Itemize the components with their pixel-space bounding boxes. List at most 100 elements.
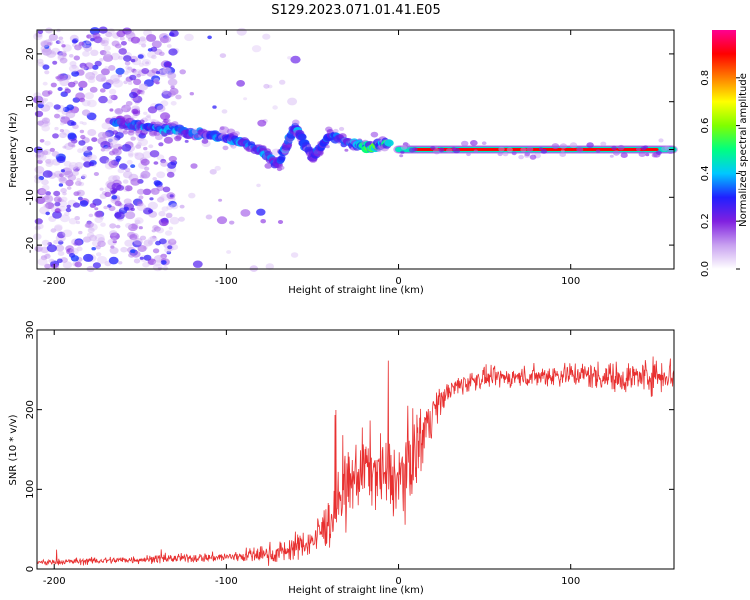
spectrogram-point bbox=[98, 95, 108, 104]
spectrogram-point bbox=[52, 60, 58, 65]
spectrogram-point bbox=[139, 36, 146, 42]
spectrogram-point bbox=[59, 129, 64, 133]
spectrogram-point bbox=[44, 140, 51, 146]
spectrogram-point bbox=[89, 203, 97, 208]
spectrogram-point bbox=[518, 154, 524, 160]
x-tick-label: -100 bbox=[215, 276, 238, 287]
spectrogram-point bbox=[399, 154, 404, 158]
spectrogram-point bbox=[158, 195, 165, 201]
spectrogram-point bbox=[134, 152, 139, 156]
spectrogram-point bbox=[87, 227, 95, 233]
spectrogram-point bbox=[42, 170, 53, 178]
spectrogram-point bbox=[82, 50, 90, 57]
spectrogram-point bbox=[112, 78, 120, 84]
spectrogram-point bbox=[111, 237, 117, 242]
spectrogram-point bbox=[53, 239, 59, 245]
spectrogram-point bbox=[149, 197, 154, 201]
spectrogram-point bbox=[138, 62, 144, 67]
spectrogram-point bbox=[559, 152, 566, 157]
spectrogram-point bbox=[155, 71, 160, 75]
spectrogram-point bbox=[42, 64, 50, 70]
spectrogram-point bbox=[158, 210, 166, 217]
spectrogram-point bbox=[538, 147, 543, 151]
spectrogram-point bbox=[114, 200, 122, 207]
spectrogram-point bbox=[540, 149, 548, 154]
spectrogram-point bbox=[278, 154, 286, 161]
spectrogram-point bbox=[497, 152, 503, 157]
spectrogram-point bbox=[620, 152, 628, 158]
snr-y-axis: 0 100 200 300 bbox=[25, 320, 674, 572]
spectrogram-point bbox=[256, 183, 261, 188]
spectrogram-point bbox=[62, 129, 71, 136]
spectrogram-point bbox=[207, 35, 212, 40]
x-tick-label: 0 bbox=[395, 576, 401, 587]
spectrogram-point bbox=[192, 260, 203, 268]
spectrogram-point bbox=[156, 171, 166, 179]
spectrogram-point bbox=[130, 136, 136, 141]
spectrogram-point bbox=[81, 66, 87, 71]
spectrogram-point bbox=[110, 245, 115, 249]
y-tick-label: -20 bbox=[25, 237, 36, 253]
spectrogram-point bbox=[54, 126, 59, 131]
spectrogram-point bbox=[105, 31, 113, 38]
spectrogram-point bbox=[142, 151, 152, 159]
spectrogram-point bbox=[37, 172, 45, 178]
spectrogram-point bbox=[179, 69, 186, 75]
spectrogram-point bbox=[59, 214, 70, 223]
spectrogram-point bbox=[88, 213, 94, 218]
spectrogram-point bbox=[551, 143, 560, 150]
spectrogram-point bbox=[91, 247, 96, 251]
spectrogram-point bbox=[67, 81, 76, 88]
spectrogram-point bbox=[44, 70, 50, 75]
colorbar-ticks: 0.0 0.2 0.4 0.6 0.8 bbox=[700, 70, 740, 277]
spectrogram-point bbox=[344, 148, 349, 152]
spectrogram-point bbox=[75, 92, 85, 100]
spectrogram-point bbox=[92, 262, 101, 269]
snr-x-label: Height of straight line (km) bbox=[288, 585, 424, 596]
spectrogram-point bbox=[256, 208, 266, 216]
spectrogram-point bbox=[400, 150, 405, 154]
spectrogram-point bbox=[136, 188, 145, 195]
spectrogram-point bbox=[169, 29, 179, 37]
spectrogram-point bbox=[37, 58, 44, 64]
spectrogram-point bbox=[46, 244, 58, 253]
spectrogram-point bbox=[45, 202, 55, 210]
spectrogram-point bbox=[529, 154, 537, 160]
spectrogram-point bbox=[131, 68, 137, 73]
spectrogram-point bbox=[377, 148, 382, 153]
spectrogram-point bbox=[160, 260, 167, 265]
spectrogram-point bbox=[36, 154, 41, 158]
spectrogram-point bbox=[144, 115, 152, 121]
spectrogram-point bbox=[130, 36, 140, 44]
spectrogram-point bbox=[297, 133, 307, 141]
spectrogram-points bbox=[33, 26, 678, 273]
spectrogram-point bbox=[158, 142, 164, 147]
spectrogram-point bbox=[136, 203, 147, 211]
spectrogram-point bbox=[100, 148, 106, 152]
spectrogram-point bbox=[65, 207, 72, 213]
spectrogram-point bbox=[636, 147, 641, 152]
spectrogram-point bbox=[64, 170, 74, 178]
spectrogram-point bbox=[156, 105, 166, 112]
spectrogram-point bbox=[481, 141, 487, 145]
spectrogram-point bbox=[109, 108, 114, 112]
colorbar: 0.0 0.2 0.4 0.6 0.8 Normalized spectral ampl… bbox=[700, 30, 749, 277]
spectrogram-point bbox=[137, 54, 144, 59]
spectrogram-point bbox=[108, 138, 113, 143]
spectrogram-point bbox=[75, 220, 81, 225]
spectrogram-point bbox=[134, 69, 142, 76]
spectrogram-point bbox=[95, 245, 101, 250]
spectrogram-point bbox=[576, 146, 584, 153]
spectrogram-point bbox=[78, 230, 83, 235]
spectrogram-point bbox=[101, 37, 110, 44]
spectrogram-point bbox=[83, 253, 94, 262]
spectrogram-point bbox=[166, 118, 171, 123]
spectrogram-point bbox=[667, 148, 674, 154]
spectrogram-point bbox=[99, 58, 104, 62]
spectrogram-point bbox=[102, 54, 114, 62]
spectrogram-point bbox=[166, 171, 175, 178]
spectrogram-point bbox=[57, 231, 66, 239]
spectrogram-point bbox=[166, 44, 172, 48]
spectrogram-point bbox=[111, 148, 119, 154]
